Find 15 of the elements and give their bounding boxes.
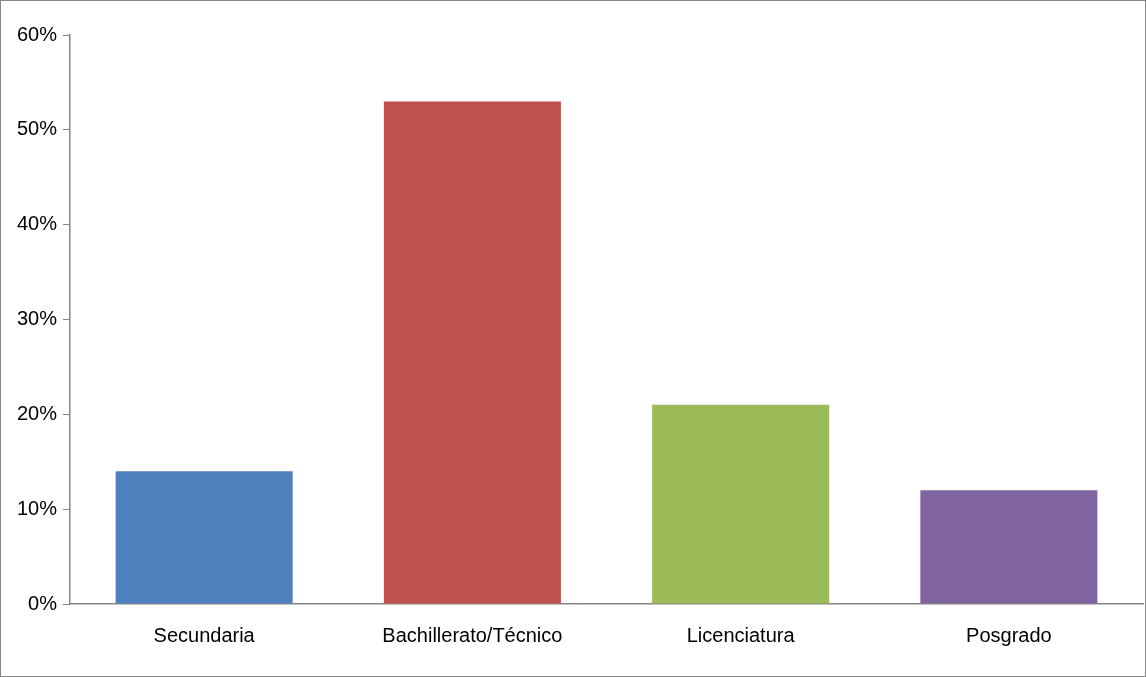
y-tick-label: 60% <box>17 22 58 45</box>
bar <box>115 471 293 604</box>
x-tick-label: Bachillerato/Técnico <box>382 623 563 646</box>
bar <box>652 404 830 604</box>
y-tick-label: 0% <box>28 591 58 614</box>
bar <box>383 101 561 604</box>
x-tick-label: Posgrado <box>966 623 1052 646</box>
x-tick-label: Licenciatura <box>686 623 796 646</box>
y-tick-label: 30% <box>17 307 58 330</box>
y-tick-label: 50% <box>17 117 58 140</box>
y-tick-label: 10% <box>17 496 58 519</box>
y-tick-label: 20% <box>17 401 58 424</box>
y-tick-label: 40% <box>17 212 58 235</box>
x-tick-label: Secundaria <box>153 623 256 646</box>
bar <box>920 490 1098 604</box>
